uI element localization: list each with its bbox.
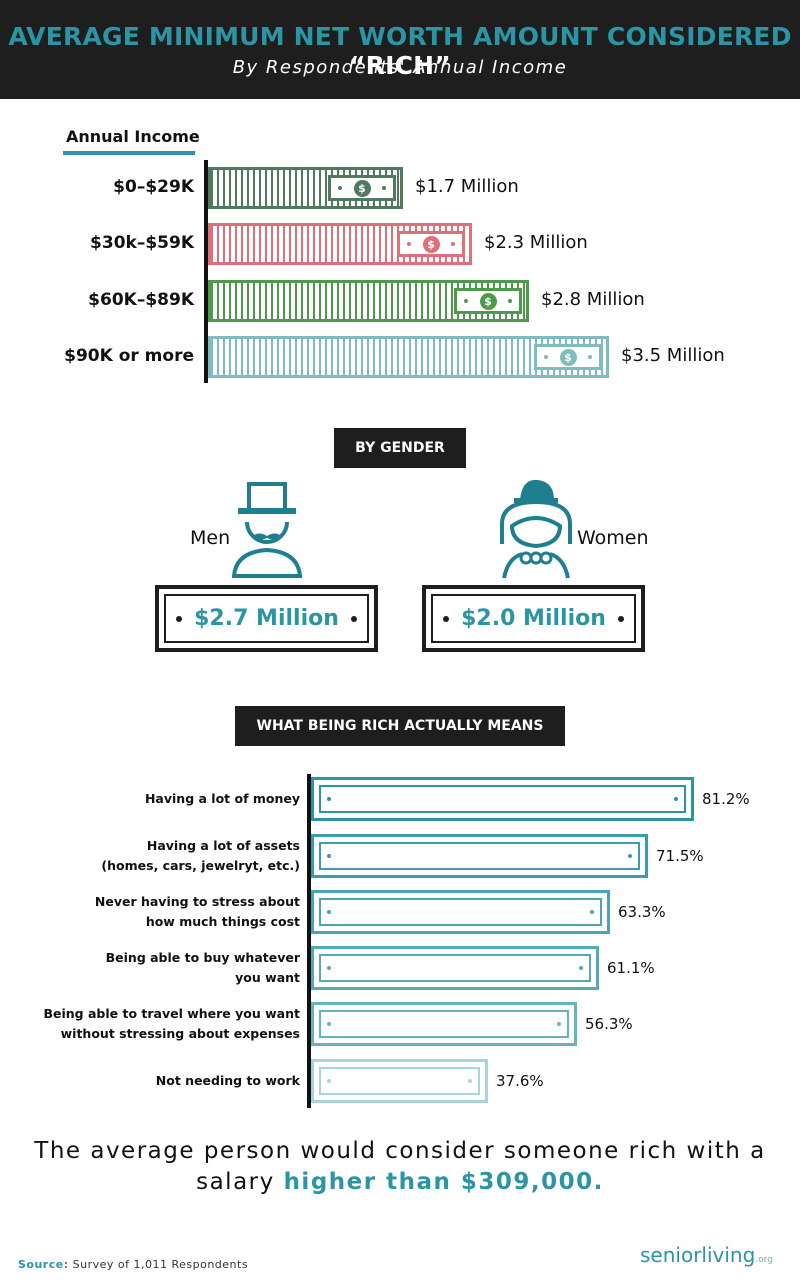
man-top-hat-icon bbox=[231, 482, 303, 578]
meaning-bar-inner-border bbox=[319, 1010, 569, 1038]
bill-dot bbox=[588, 355, 592, 359]
bar-dot bbox=[674, 797, 678, 801]
source-text: Survey of 1,011 Respondents bbox=[72, 1258, 249, 1271]
bill-dot bbox=[451, 242, 455, 246]
meaning-bar bbox=[311, 946, 599, 990]
meaning-category-label: Being able to buy whatever you want bbox=[105, 950, 300, 985]
summary-highlight: higher than $309,000. bbox=[283, 1169, 604, 1195]
bar-dot bbox=[557, 1022, 561, 1026]
income-value-label: $1.7 Million bbox=[415, 176, 519, 197]
bill-dot bbox=[382, 186, 386, 190]
dollar-bill-icon: $ bbox=[328, 175, 396, 201]
meaning-bar bbox=[311, 1002, 577, 1046]
meaning-value-label: 71.5% bbox=[656, 847, 704, 865]
men-value: $2.7 Million bbox=[194, 606, 339, 631]
meaning-value-label: 81.2% bbox=[702, 790, 750, 808]
dollar-coin-icon: $ bbox=[422, 235, 440, 253]
bill-dot bbox=[443, 615, 449, 622]
meaning-bar-inner-border bbox=[319, 1067, 480, 1095]
bill-dot bbox=[508, 299, 512, 303]
dollar-coin-icon: $ bbox=[479, 292, 497, 310]
bill-dot bbox=[544, 355, 548, 359]
meaning-bar bbox=[311, 890, 610, 934]
logo-text: seniorliving bbox=[640, 1243, 756, 1267]
source-note: Source: Survey of 1,011 Respondents bbox=[18, 1258, 248, 1271]
meaning-value-label: 61.1% bbox=[607, 959, 655, 977]
title-rich-word: “RICH” bbox=[349, 51, 451, 80]
men-label: Men bbox=[190, 527, 231, 549]
income-bar: $ bbox=[208, 336, 609, 378]
income-axis-label: Annual Income bbox=[66, 127, 200, 146]
meaning-category-label: Not needing to work bbox=[155, 1073, 300, 1088]
bar-dot bbox=[327, 797, 331, 801]
dollar-bill-icon: $ bbox=[534, 344, 602, 370]
bill-dot bbox=[351, 615, 357, 622]
bill-dot bbox=[176, 615, 182, 622]
meaning-bar bbox=[311, 834, 648, 878]
bar-dot bbox=[327, 1022, 331, 1026]
meaning-bar-inner-border bbox=[319, 954, 591, 982]
meaning-value-label: 63.3% bbox=[618, 903, 666, 921]
bar-dot bbox=[327, 966, 331, 970]
bill-dot bbox=[338, 186, 342, 190]
title-main: AVERAGE MINIMUM NET WORTH AMOUNT CONSIDE… bbox=[8, 22, 792, 51]
meaning-bar-inner-border bbox=[319, 785, 686, 813]
women-bill-inner-border: $2.0 Million bbox=[431, 594, 636, 643]
meaning-value-label: 56.3% bbox=[585, 1015, 633, 1033]
bill-dot bbox=[618, 615, 624, 622]
infographic-subtitle: By Respondents' Annual Income bbox=[232, 57, 568, 78]
meaning-category-label: Having a lot of money bbox=[144, 791, 300, 806]
dollar-coin-icon: $ bbox=[559, 348, 577, 366]
bar-dot bbox=[590, 910, 594, 914]
bar-dot bbox=[327, 910, 331, 914]
bar-dot bbox=[327, 854, 331, 858]
meaning-category-label: Being able to travel where you want witho… bbox=[43, 1006, 300, 1041]
bar-dot bbox=[579, 966, 583, 970]
income-bar: $ bbox=[208, 280, 529, 322]
bill-dot bbox=[464, 299, 468, 303]
woman-bowler-hat-icon bbox=[500, 479, 572, 579]
income-value-label: $2.8 Million bbox=[541, 289, 645, 310]
income-chart-axis bbox=[204, 160, 208, 383]
dollar-bill-icon: $ bbox=[454, 288, 522, 314]
bar-dot bbox=[327, 1079, 331, 1083]
meaning-section-tag: WHAT BEING RICH ACTUALLY MEANS bbox=[235, 706, 565, 746]
infographic-title: AVERAGE MINIMUM NET WORTH AMOUNT CONSIDE… bbox=[0, 22, 800, 80]
meaning-category-label: Never having to stress about how much thi… bbox=[94, 894, 300, 929]
income-value-label: $2.3 Million bbox=[484, 232, 588, 253]
meaning-bar-inner-border bbox=[319, 898, 602, 926]
dollar-bill-icon: $ bbox=[397, 231, 465, 257]
income-category-label: $30k–$59K bbox=[90, 233, 194, 253]
women-label: Women bbox=[577, 527, 649, 549]
income-label-underline bbox=[63, 151, 195, 155]
meaning-bar bbox=[311, 1059, 488, 1103]
women-value-bill: $2.0 Million bbox=[422, 585, 645, 652]
meaning-category-label: Having a lot of assets (homes, cars, jewe… bbox=[101, 838, 300, 873]
income-bar: $ bbox=[208, 167, 403, 209]
men-bill-inner-border: $2.7 Million bbox=[164, 594, 369, 643]
bar-dot bbox=[468, 1079, 472, 1083]
gender-section-tag: BY GENDER bbox=[334, 428, 466, 468]
meaning-value-label: 37.6% bbox=[496, 1072, 544, 1090]
income-category-label: $90K or more bbox=[64, 346, 194, 366]
bill-dot bbox=[407, 242, 411, 246]
women-value: $2.0 Million bbox=[461, 606, 606, 631]
summary-text: The average person would consider someon… bbox=[34, 1138, 766, 1195]
dollar-coin-icon: $ bbox=[353, 179, 371, 197]
brand-logo: seniorliving.org bbox=[640, 1243, 773, 1267]
men-value-bill: $2.7 Million bbox=[155, 585, 378, 652]
income-category-label: $0–$29K bbox=[113, 177, 194, 197]
header-banner: AVERAGE MINIMUM NET WORTH AMOUNT CONSIDE… bbox=[0, 0, 800, 99]
income-category-label: $60K–$89K bbox=[88, 290, 194, 310]
source-label: Source: bbox=[18, 1258, 69, 1271]
meaning-chart-axis bbox=[307, 774, 311, 1108]
summary-statement: The average person would consider someon… bbox=[0, 1136, 800, 1198]
meaning-bar bbox=[311, 777, 694, 821]
bar-dot bbox=[628, 854, 632, 858]
income-bar: $ bbox=[208, 223, 472, 265]
meaning-bar-inner-border bbox=[319, 842, 640, 870]
income-value-label: $3.5 Million bbox=[621, 345, 725, 366]
logo-suffix: .org bbox=[755, 1255, 773, 1265]
